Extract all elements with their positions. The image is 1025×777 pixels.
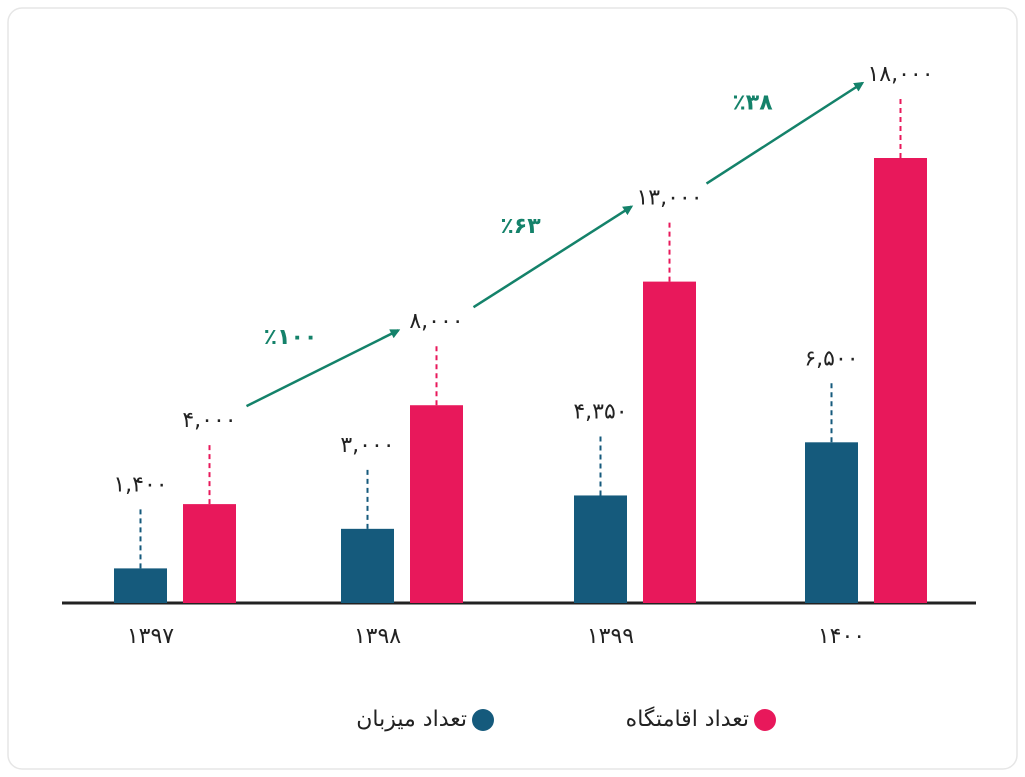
bar bbox=[643, 281, 696, 603]
value-label: ۸,۰۰۰ bbox=[409, 309, 463, 334]
value-label: ۱۸,۰۰۰ bbox=[867, 62, 933, 87]
legend-label: تعداد میزبان bbox=[356, 707, 467, 732]
value-label: ۱,۴۰۰ bbox=[113, 472, 167, 497]
bar bbox=[341, 528, 394, 603]
legend-marker bbox=[754, 709, 776, 731]
value-label: ۴,۳۵۰ bbox=[573, 399, 627, 424]
growth-annotation: ٪۱۰۰ bbox=[264, 325, 318, 350]
bar bbox=[410, 405, 463, 603]
growth-annotation: ٪۶۳ bbox=[500, 214, 541, 239]
value-label: ۴,۰۰۰ bbox=[182, 408, 236, 433]
value-label: ۱۳,۰۰۰ bbox=[636, 186, 702, 211]
growth-arrow bbox=[705, 81, 865, 185]
bar bbox=[114, 568, 167, 603]
growth-arrow bbox=[245, 329, 401, 408]
growth-arrow bbox=[472, 205, 634, 309]
legend-marker bbox=[472, 709, 494, 731]
bar bbox=[574, 495, 627, 603]
bar bbox=[183, 504, 236, 603]
card bbox=[7, 7, 1018, 770]
x-tick-label: ۱۳۹۸ bbox=[354, 624, 401, 649]
growth-annotation: ٪۳۸ bbox=[732, 90, 773, 115]
bar bbox=[805, 442, 858, 603]
x-tick-label: ۱۳۹۷ bbox=[127, 624, 174, 649]
bar bbox=[874, 158, 927, 603]
value-label: ۳,۰۰۰ bbox=[340, 433, 394, 458]
x-tick-label: ۱۴۰۰ bbox=[818, 624, 865, 649]
x-tick-label: ۱۳۹۹ bbox=[587, 624, 634, 649]
value-label: ۶,۵۰۰ bbox=[804, 346, 858, 371]
legend-label: تعداد اقامتگاه bbox=[626, 706, 749, 732]
